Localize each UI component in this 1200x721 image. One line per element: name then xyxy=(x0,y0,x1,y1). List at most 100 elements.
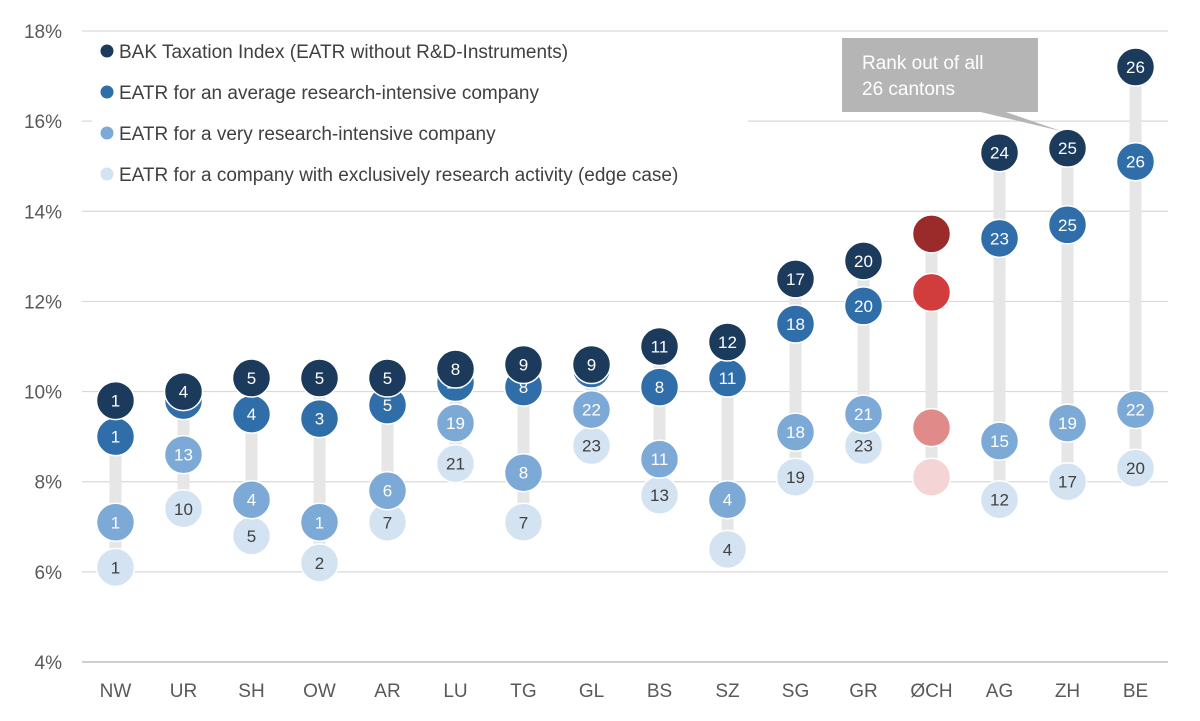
rank-label: 11 xyxy=(651,450,669,469)
legend-marker xyxy=(100,126,114,140)
data-point xyxy=(299,543,340,583)
data-point xyxy=(95,502,136,543)
x-tick-label: BE xyxy=(1123,681,1148,702)
data-point xyxy=(775,304,816,344)
data-point xyxy=(163,434,204,475)
rank-label: 23 xyxy=(990,229,1009,248)
y-tick-label: 14% xyxy=(24,202,62,223)
data-point xyxy=(707,479,748,520)
rank-label: 5 xyxy=(383,369,392,388)
data-point xyxy=(775,412,816,452)
data-point xyxy=(911,214,952,254)
legend-marker xyxy=(100,44,114,58)
rank-label: 23 xyxy=(582,437,601,456)
data-point xyxy=(707,322,748,362)
callout-text: 26 cantons xyxy=(862,79,955,100)
data-point xyxy=(979,479,1020,520)
rank-label: 3 xyxy=(315,410,324,429)
callout-text: Rank out of all xyxy=(862,53,983,74)
rank-label: 25 xyxy=(1058,216,1077,235)
rank-label: 1 xyxy=(111,428,120,447)
data-point xyxy=(231,358,272,398)
rank-label: 25 xyxy=(1058,139,1077,158)
data-point xyxy=(571,389,612,430)
legend-label: EATR for a very research-intensive compa… xyxy=(119,124,496,145)
x-tick-label: SH xyxy=(238,681,264,702)
data-point xyxy=(503,502,544,543)
data-point xyxy=(503,452,544,493)
data-point xyxy=(911,407,952,448)
data-point xyxy=(367,470,408,511)
rank-label: 12 xyxy=(990,491,1009,510)
rank-label: 5 xyxy=(247,527,256,546)
rank-label: 10 xyxy=(174,500,193,519)
data-point xyxy=(299,502,340,543)
x-tick-label: SG xyxy=(782,681,809,702)
x-tick-label: LU xyxy=(443,681,467,702)
data-point xyxy=(775,457,816,497)
annotation-callout: Rank out of all 26 cantons xyxy=(842,38,1062,132)
x-axis: NW UR SH OW AR LU TG GL BS SZ SG GR ØCH AG ZH BE xyxy=(100,681,1149,702)
data-point xyxy=(95,380,136,421)
rank-label: 12 xyxy=(718,333,737,352)
x-tick-label: AR xyxy=(374,681,400,702)
rank-label: 18 xyxy=(786,423,805,442)
data-points: 1105272172313419231217201134161982211418… xyxy=(95,47,1156,588)
rank-label: 1 xyxy=(315,513,324,532)
data-point xyxy=(639,326,680,367)
data-point xyxy=(1047,461,1088,502)
legend-label: BAK Taxation Index (EATR without R&D-Ins… xyxy=(119,42,568,63)
data-point xyxy=(163,489,204,529)
data-point xyxy=(435,349,476,389)
data-point xyxy=(299,398,340,439)
data-point xyxy=(979,421,1020,461)
y-tick-label: 8% xyxy=(35,473,63,494)
rank-label: 2 xyxy=(315,554,324,573)
data-point xyxy=(435,443,476,484)
y-tick-label: 12% xyxy=(24,292,62,313)
callout-pointer xyxy=(972,110,1062,132)
callout-box xyxy=(842,38,1038,112)
rank-label: 24 xyxy=(990,144,1009,163)
rank-label: 19 xyxy=(786,468,805,487)
rank-label: 4 xyxy=(247,491,256,510)
rank-label: 6 xyxy=(383,482,392,501)
x-tick-label: GL xyxy=(579,681,604,702)
y-tick-label: 10% xyxy=(24,383,62,404)
data-point xyxy=(435,403,476,443)
rank-label: 9 xyxy=(519,356,528,375)
rank-label: 5 xyxy=(315,369,324,388)
data-point xyxy=(1047,403,1088,443)
rank-label: 22 xyxy=(1126,401,1145,420)
rank-label: 8 xyxy=(519,378,528,397)
rank-label: 21 xyxy=(854,405,873,424)
rank-label: 11 xyxy=(719,369,737,388)
data-point xyxy=(1115,141,1156,182)
y-axis: 4% 6% 8% 10% 12% 14% 16% 18% xyxy=(24,22,62,674)
rank-label: 4 xyxy=(723,491,732,510)
data-point xyxy=(707,529,748,570)
rank-label: 19 xyxy=(446,414,465,433)
y-tick-label: 4% xyxy=(35,653,63,674)
data-point xyxy=(1047,128,1088,168)
data-point xyxy=(911,272,952,313)
legend-marker xyxy=(100,85,114,99)
x-tick-label: GR xyxy=(849,681,878,702)
rank-label: 8 xyxy=(519,464,528,483)
rank-label: 4 xyxy=(179,383,188,402)
rank-label: 4 xyxy=(247,405,256,424)
y-tick-label: 16% xyxy=(24,112,62,133)
x-tick-label: ØCH xyxy=(910,681,952,702)
legend-label: EATR for an average research-intensive c… xyxy=(119,83,539,104)
rank-label: 8 xyxy=(451,360,460,379)
legend-label: EATR for a company with exclusively rese… xyxy=(119,165,678,186)
data-point xyxy=(639,439,680,479)
rank-label: 1 xyxy=(111,392,120,411)
rank-label: 19 xyxy=(1058,414,1077,433)
data-point xyxy=(979,218,1020,259)
rank-label: 13 xyxy=(174,446,193,465)
rank-label: 17 xyxy=(786,270,805,289)
data-point xyxy=(1115,47,1156,87)
rank-label: 20 xyxy=(854,252,873,271)
rank-label: 1 xyxy=(111,513,120,532)
